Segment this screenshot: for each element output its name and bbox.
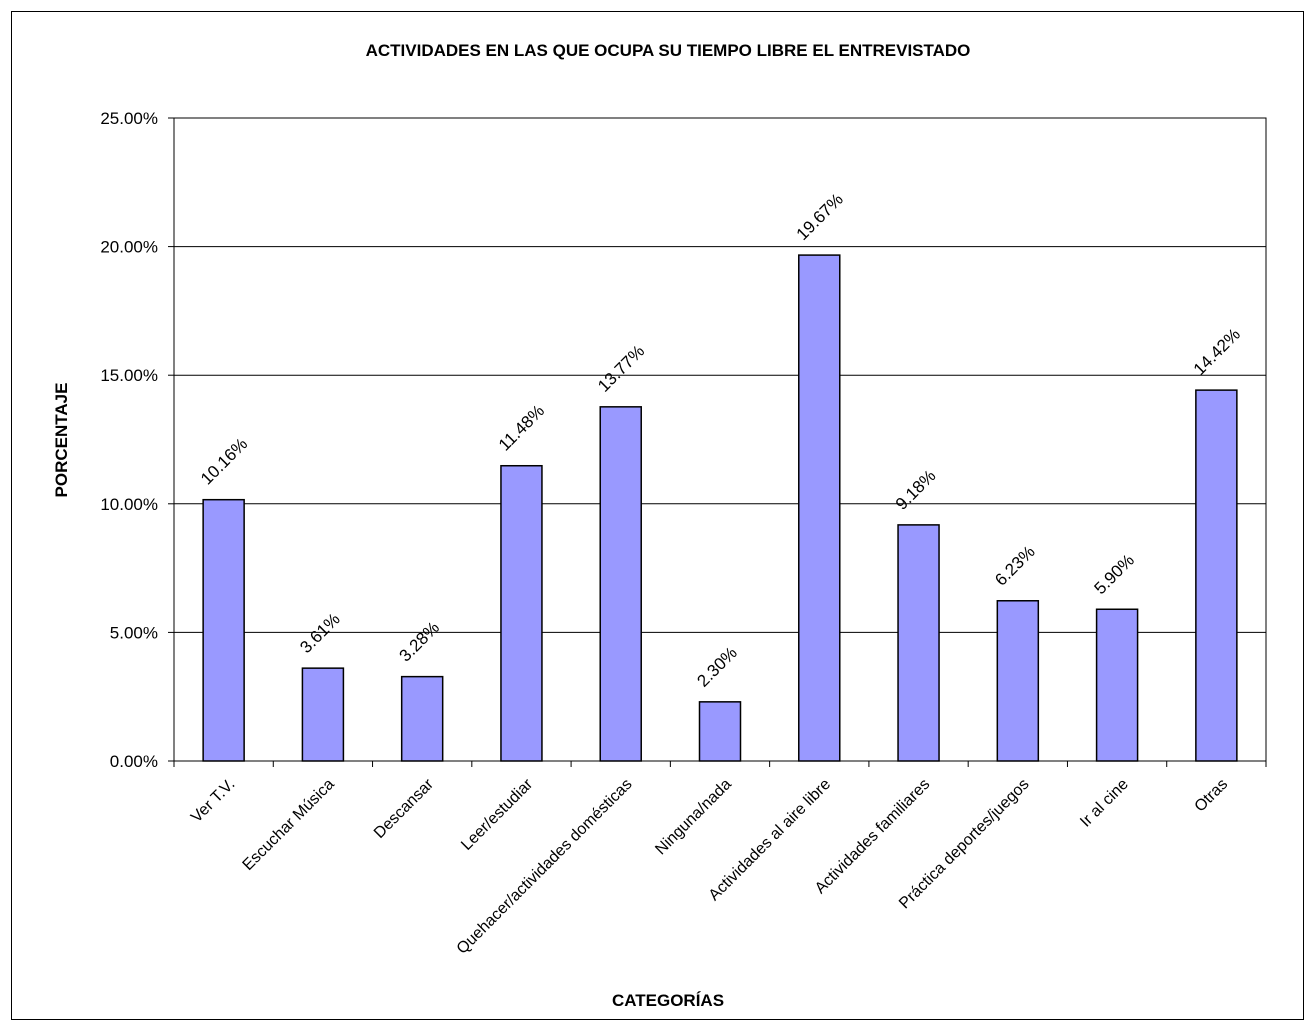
axes [168,117,1267,767]
y-tick-label: 10.00% [100,495,158,514]
x-tick-label: Actividades familiares [812,776,933,897]
x-tick-label: Ninguna/nada [652,776,735,859]
data-label: 10.16% [197,434,251,488]
data-labels: 10.16% 3.61% 3.28% 11.48% 13.77% 2.30% 19.67% 9… [197,190,1244,691]
x-tick-label: Descansar [371,775,438,842]
data-label: 3.61% [296,609,344,657]
bar [897,524,940,762]
x-tick-label: Escuchar Música [240,776,338,874]
y-tick-label: 25.00% [100,109,158,128]
data-label: 5.90% [1090,551,1138,599]
bar [400,675,444,762]
bars [202,254,1238,762]
y-tick-label: 15.00% [100,366,158,385]
y-tick-label: 20.00% [100,238,158,257]
bar [996,600,1040,762]
bar [798,254,841,762]
bar [202,498,245,762]
chart-title: ACTIVIDADES EN LAS QUE OCUPA SU TIEMPO L… [366,41,971,60]
y-tick-labels: 0.00% 5.00% 10.00% 15.00% 20.00% 25.00% [100,109,158,771]
bar [1095,608,1139,762]
data-label: 2.30% [693,643,741,691]
data-label: 6.23% [991,542,1039,590]
bar [599,406,642,762]
y-tick-label: 5.00% [110,623,158,642]
data-label: 9.18% [892,466,940,514]
x-tick-label: Quehacer/actividades domésticas [454,776,636,958]
y-axis-title: PORCENTAJE [52,383,71,498]
data-label: 11.48% [495,401,548,454]
bar [698,701,742,762]
x-tick-label: Otras [1192,776,1232,816]
data-label: 19.67% [793,190,847,244]
y-tick-label: 0.00% [110,752,158,771]
bar [301,667,345,762]
bar [500,464,543,762]
data-label: 3.28% [396,618,444,666]
x-axis-title: CATEGORÍAS [612,991,724,1010]
x-tick-label: Ir al cine [1077,776,1132,831]
x-tick-labels: Ver T.V. Escuchar Música Descansar Leer/est… [188,775,1231,957]
x-tick-label: Leer/estudiar [458,775,537,854]
data-label: 14.42% [1190,325,1244,379]
x-tick-label: Ver T.V. [188,776,238,826]
bar [1195,389,1238,762]
data-label: 13.77% [594,341,648,395]
